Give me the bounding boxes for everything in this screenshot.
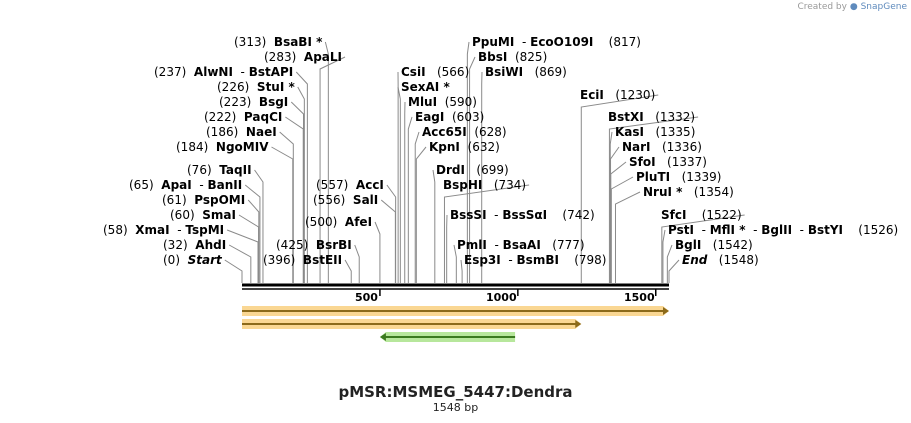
site-leader xyxy=(386,184,397,283)
site-leader xyxy=(668,259,680,283)
site-bsiwi[interactable]: BsiWI (869) xyxy=(485,65,567,79)
site-pluti[interactable]: PluTI (1339) xyxy=(636,170,722,184)
site-leader xyxy=(295,71,308,283)
site-nari[interactable]: NarI (1336) xyxy=(622,140,702,154)
site-ecii[interactable]: EciI (1230) xyxy=(580,88,656,102)
site-bsrbi[interactable]: (425) BsrBI xyxy=(276,238,352,252)
site-leader xyxy=(415,146,427,283)
site-leader xyxy=(443,184,530,283)
site-leader xyxy=(661,214,745,283)
site-leader xyxy=(432,169,436,283)
site-leader xyxy=(453,244,457,283)
site-psti[interactable]: PstI - MflI * - BglII - BstYI (1526) xyxy=(668,223,899,237)
site-leader xyxy=(460,259,463,283)
snapgene-logo-icon: ● xyxy=(849,2,858,12)
site-leader xyxy=(224,259,243,283)
site-bsteii[interactable]: (396) BstEII xyxy=(263,253,343,267)
site-nrui[interactable]: NruI * (1354) xyxy=(643,185,734,199)
site-csii[interactable]: CsiI (566) xyxy=(401,65,470,79)
site-leader xyxy=(226,229,259,283)
site-kpni[interactable]: KpnI (632) xyxy=(429,140,500,154)
site-leader xyxy=(662,229,666,283)
map-title: pMSR:MSMEG_5447:Dendra xyxy=(338,383,573,401)
site-acc65i[interactable]: Acc65I (628) xyxy=(422,125,507,139)
site-leader xyxy=(319,56,346,283)
tick-label-500: 500 xyxy=(355,291,378,304)
site-leader xyxy=(614,191,641,283)
site-bgli[interactable]: BglI (1542) xyxy=(675,238,753,252)
site-leader xyxy=(297,86,305,283)
site-bsphi[interactable]: BspHI (734) xyxy=(443,178,527,192)
site-leader xyxy=(271,146,294,283)
site-leader xyxy=(666,244,673,283)
site-smai[interactable]: (60) SmaI xyxy=(170,208,236,222)
ruler-ticks xyxy=(379,289,657,296)
site-leader xyxy=(228,244,252,283)
site-esp3i[interactable]: Esp3I - BsmBI (798) xyxy=(464,253,607,267)
site-leader xyxy=(610,176,634,283)
site-leader xyxy=(344,259,352,283)
site-naei[interactable]: (186) NaeI xyxy=(206,125,277,139)
site-leader xyxy=(374,221,381,283)
site-leader xyxy=(285,116,304,283)
site-stui[interactable]: (226) StuI * xyxy=(217,80,295,94)
site-leader xyxy=(354,244,360,283)
tick-label-1000: 1000 xyxy=(486,291,517,304)
site-sexai[interactable]: SexAI * xyxy=(401,80,450,94)
site-leader xyxy=(469,56,476,283)
site-apai[interactable]: (65) ApaI - BanII xyxy=(129,178,243,192)
site-leader xyxy=(254,169,264,283)
site-bsabi[interactable]: (313) BsaBI * xyxy=(234,35,323,49)
site-leader xyxy=(238,214,260,283)
feature-arrowhead xyxy=(379,333,386,341)
site-ngomiv[interactable]: (184) NgoMIV xyxy=(176,140,269,154)
map-length: 1548 bp xyxy=(432,401,479,414)
site-xmai[interactable]: (58) XmaI - TspMI xyxy=(103,223,225,237)
site-leader xyxy=(380,199,396,283)
site-pspomi[interactable]: (61) PspOMI xyxy=(162,193,246,207)
site-leader xyxy=(244,184,261,283)
site-ahdi[interactable]: (32) AhdI xyxy=(163,238,227,252)
site-leader xyxy=(397,86,401,283)
site-mlui[interactable]: MluI (590) xyxy=(408,95,477,109)
site-leaders xyxy=(224,41,745,283)
site-start[interactable]: (0) Start xyxy=(163,253,222,267)
site-leader xyxy=(580,94,659,283)
credit-text: Created by xyxy=(797,2,847,12)
site-afei[interactable]: (500) AfeI xyxy=(305,215,373,229)
credit-brand: SnapGene xyxy=(860,2,907,12)
credit: Created by ● SnapGene xyxy=(797,2,907,12)
tick-label-1500: 1500 xyxy=(624,291,655,304)
site-leader xyxy=(610,161,627,283)
features xyxy=(242,306,669,342)
site-sfoi[interactable]: SfoI (1337) xyxy=(629,155,707,169)
site-leader xyxy=(407,116,413,283)
feature-arrowhead xyxy=(663,307,669,315)
site-alwni[interactable]: (237) AlwNI - BstAPI xyxy=(154,65,294,79)
site-leader xyxy=(279,131,294,283)
site-kasi[interactable]: KasI (1335) xyxy=(615,125,696,139)
site-bsgi[interactable]: (223) BsgI xyxy=(219,95,289,109)
site-leader xyxy=(608,116,699,283)
site-leader xyxy=(414,131,420,283)
site-drdi[interactable]: DrdI (699) xyxy=(436,163,509,177)
site-end[interactable]: End (1548) xyxy=(682,253,759,267)
site-paqci[interactable]: (222) PaqCI xyxy=(204,110,283,124)
site-ppumi[interactable]: PpuMI - EcoO109I (817) xyxy=(472,35,641,49)
site-apali[interactable]: (283) ApaLI xyxy=(264,50,343,64)
site-bsssi[interactable]: BssSI - BssSαI (742) xyxy=(450,208,595,222)
site-acci[interactable]: (557) AccI xyxy=(316,178,384,192)
site-leader xyxy=(324,41,329,283)
site-pmli[interactable]: PmlI - BsaAI (777) xyxy=(457,238,585,252)
site-eagi[interactable]: EagI (603) xyxy=(415,110,485,124)
site-taqii[interactable]: (76) TaqII xyxy=(187,163,252,177)
site-sali[interactable]: (556) SalI xyxy=(313,193,379,207)
site-bbsi[interactable]: BbsI (825) xyxy=(478,50,548,64)
feature-arrowhead xyxy=(575,320,582,328)
site-sfci[interactable]: SfcI (1522) xyxy=(661,208,742,222)
site-bstxi[interactable]: BstXI (1332) xyxy=(608,110,696,124)
site-leader xyxy=(466,41,470,283)
